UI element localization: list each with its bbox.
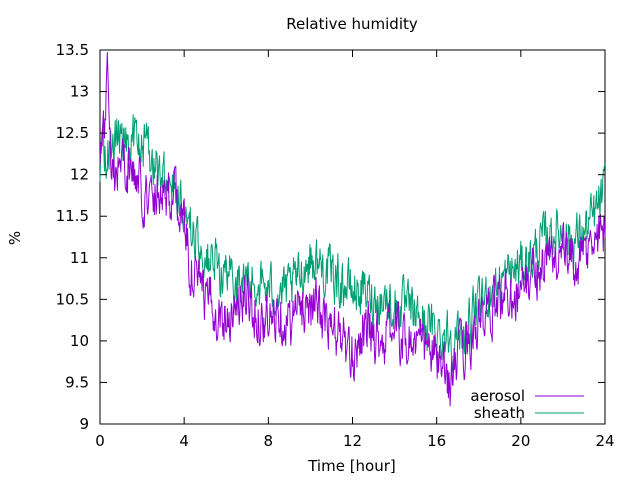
y-tick-label: 9 (79, 415, 89, 433)
y-tick-label: 11 (70, 249, 89, 267)
chart-title: Relative humidity (286, 15, 418, 33)
x-tick-label: 16 (427, 432, 446, 450)
legend-label-aerosol: aerosol (470, 387, 525, 405)
y-tick-label: 12 (70, 166, 89, 184)
y-tick-label: 13.5 (56, 41, 89, 59)
x-tick-label: 8 (264, 432, 274, 450)
x-axis-label: Time [hour] (307, 457, 396, 475)
y-tick-label: 10.5 (56, 290, 89, 308)
x-tick-label: 12 (343, 432, 362, 450)
y-tick-label: 11.5 (56, 207, 89, 225)
legend-label-sheath: sheath (474, 404, 525, 422)
y-tick-label: 10 (70, 332, 89, 350)
series-line-sheath (99, 114, 606, 372)
x-tick-label: 24 (595, 432, 614, 450)
x-tick-label: 0 (95, 432, 105, 450)
x-tick-label: 20 (511, 432, 530, 450)
y-axis-label: % (6, 231, 24, 245)
legend: aerosol sheath (470, 387, 584, 422)
y-tick-label: 13 (70, 83, 89, 101)
y-tick-label: 9.5 (65, 373, 89, 391)
series-line-aerosol (99, 51, 606, 407)
plot-frame (99, 49, 606, 425)
x-tick-label: 4 (179, 432, 189, 450)
y-tick-label: 12.5 (56, 124, 89, 142)
